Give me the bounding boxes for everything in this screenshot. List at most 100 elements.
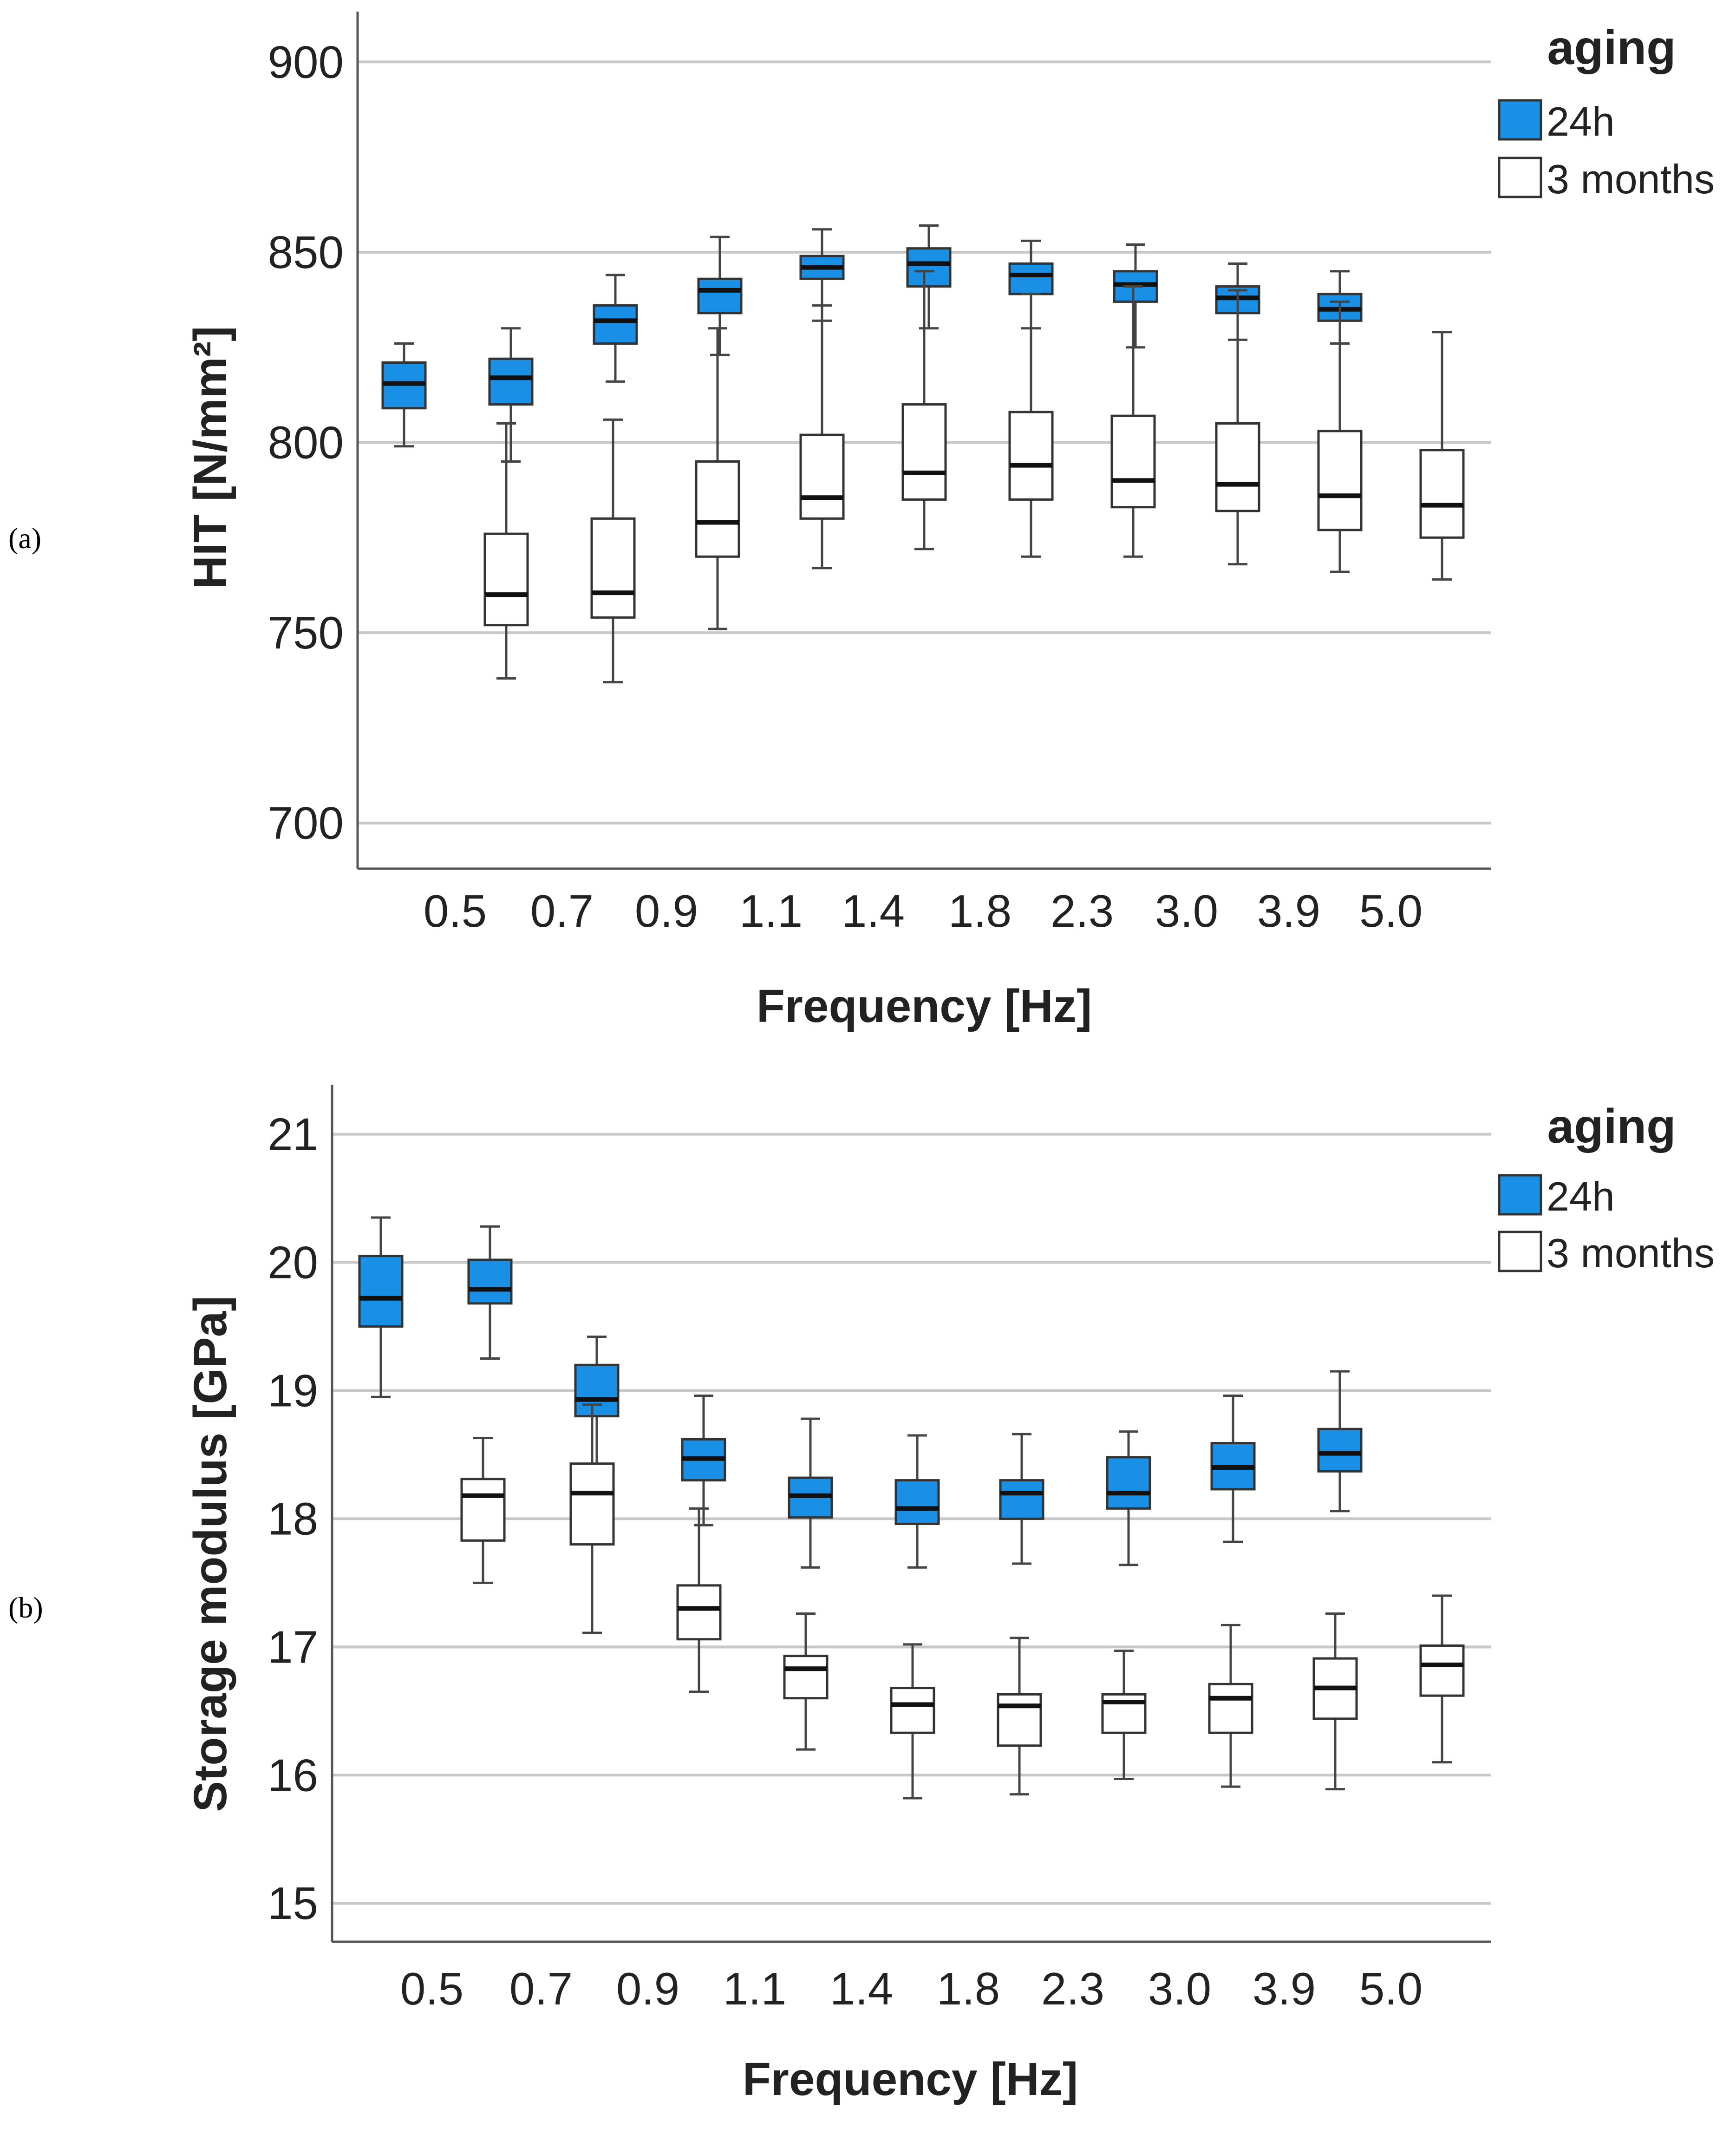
iqr-box [1208, 1683, 1253, 1734]
box-24h-a [906, 224, 952, 330]
iqr-box [1419, 1644, 1465, 1697]
x-tick-label-b: 0.9 [616, 1963, 679, 2014]
legend-label-3months-a: 3 months [1547, 156, 1715, 202]
iqr-box [901, 403, 947, 501]
x-axis-title-a: Frequency [Hz] [757, 980, 1092, 1032]
iqr-box [460, 1478, 506, 1542]
panel-label-a: (a) [8, 522, 41, 555]
box-3months-a [901, 270, 947, 550]
box-24h-b [358, 1216, 404, 1398]
y-tick-label-b: 16 [268, 1749, 318, 1801]
box-3months-a [1317, 300, 1363, 573]
x-tick-label-a: 1.8 [948, 885, 1012, 937]
iqr-box [590, 517, 636, 619]
legend-swatch-3months-b [1498, 1231, 1542, 1272]
box-3months-a [695, 327, 740, 630]
box-3months-b [1208, 1624, 1253, 1788]
legend-label-24h-a: 24h [1547, 98, 1615, 144]
x-tick-label-b: 5.0 [1359, 1963, 1423, 2014]
x-tick-label-a: 0.9 [635, 885, 698, 937]
iqr-box [890, 1687, 935, 1734]
y-tick-label-b: 17 [268, 1621, 318, 1672]
iqr-box [1215, 422, 1260, 512]
iqr-box [574, 1363, 620, 1418]
box-3months-a [590, 418, 636, 684]
box-24h-b [1210, 1394, 1256, 1543]
legend-title-b: aging [1547, 1100, 1676, 1153]
iqr-box [488, 357, 534, 406]
y-tick-label-a: 800 [268, 417, 344, 468]
x-tick-label-b: 1.1 [723, 1963, 786, 2014]
iqr-box [997, 1693, 1042, 1747]
iqr-box [695, 460, 740, 558]
x-tick-label-a: 3.9 [1257, 885, 1320, 937]
box-3months-b [890, 1643, 935, 1800]
box-24h-b [999, 1433, 1044, 1565]
panel-label-b: (b) [8, 1591, 43, 1624]
box-3months-b [1312, 1612, 1358, 1791]
box-3months-b [1419, 1594, 1465, 1764]
iqr-box [569, 1462, 615, 1546]
box-24h-a [593, 274, 638, 383]
iqr-box [1317, 430, 1363, 531]
box-24h-a [799, 228, 845, 322]
x-tick-label-b: 3.0 [1148, 1963, 1211, 2014]
iqr-box [906, 247, 952, 288]
panel-b: (b) Storage modulus [GPa] Frequency [Hz]… [8, 1085, 1715, 2105]
y-tick-label-b: 15 [268, 1878, 318, 1929]
box-24h-b [894, 1434, 940, 1569]
x-tick-label-b: 3.9 [1253, 1963, 1316, 2014]
iqr-box [467, 1258, 513, 1305]
iqr-box [358, 1255, 404, 1328]
iqr-box [676, 1584, 722, 1641]
box-3months-b [676, 1507, 722, 1693]
iqr-box [1110, 414, 1156, 509]
y-tick-label-b: 20 [268, 1237, 318, 1288]
x-tick-label-b: 0.7 [509, 1963, 573, 2014]
y-tick-label-b: 18 [268, 1493, 318, 1544]
box-24h-b [681, 1394, 726, 1526]
x-tick-label-b: 0.5 [400, 1963, 463, 2014]
y-tick-label-a: 850 [268, 227, 344, 278]
x-tick-label-b: 2.3 [1041, 1963, 1104, 2014]
y-tick-label-b: 19 [268, 1365, 318, 1416]
legend-label-24h-b: 24h [1547, 1173, 1615, 1219]
box-3months-a [1110, 285, 1156, 558]
x-tick-label-a: 3.0 [1155, 885, 1218, 937]
box-24h-a [381, 342, 427, 448]
box-24h-a [488, 327, 534, 463]
box-3months-b [569, 1403, 615, 1634]
iqr-box [894, 1479, 940, 1525]
iqr-box [1317, 1428, 1363, 1473]
x-tick-label-b: 1.8 [937, 1963, 1000, 2014]
box-24h-b [1106, 1430, 1151, 1566]
panel-a: (a) HIT [N/mm²] Frequency [Hz] aging 24h… [8, 12, 1715, 1032]
box-24h-b [1317, 1370, 1363, 1513]
iqr-box [799, 433, 845, 520]
box-3months-b [1101, 1650, 1147, 1781]
legend-swatch-24h-b [1498, 1174, 1542, 1216]
legend-swatch-3months-a [1498, 157, 1542, 198]
iqr-box [593, 304, 638, 345]
x-tick-label-a: 0.5 [424, 885, 487, 937]
box-3months-b [460, 1437, 506, 1584]
iqr-box [697, 277, 743, 314]
legend-title-a: aging [1547, 21, 1676, 75]
x-tick-label-a: 1.1 [739, 885, 803, 937]
box-3months-a [1419, 331, 1465, 581]
box-24h-a [1113, 243, 1158, 349]
iqr-box [1008, 262, 1054, 295]
iqr-box [1008, 411, 1054, 501]
y-axis-title-b: Storage modulus [GPa] [184, 1296, 236, 1812]
box-3months-a [1008, 293, 1054, 558]
x-tick-label-b: 1.4 [830, 1963, 893, 2014]
x-tick-label-a: 5.0 [1359, 885, 1423, 937]
x-tick-label-a: 1.4 [842, 885, 905, 937]
box-24h-a [697, 236, 743, 356]
box-24h-a [1008, 239, 1054, 330]
y-axis-title-a: HIT [N/mm²] [184, 326, 236, 589]
box-24h-b [574, 1336, 620, 1482]
box-3months-a [483, 422, 529, 680]
legend-label-3months-b: 3 months [1547, 1230, 1715, 1276]
